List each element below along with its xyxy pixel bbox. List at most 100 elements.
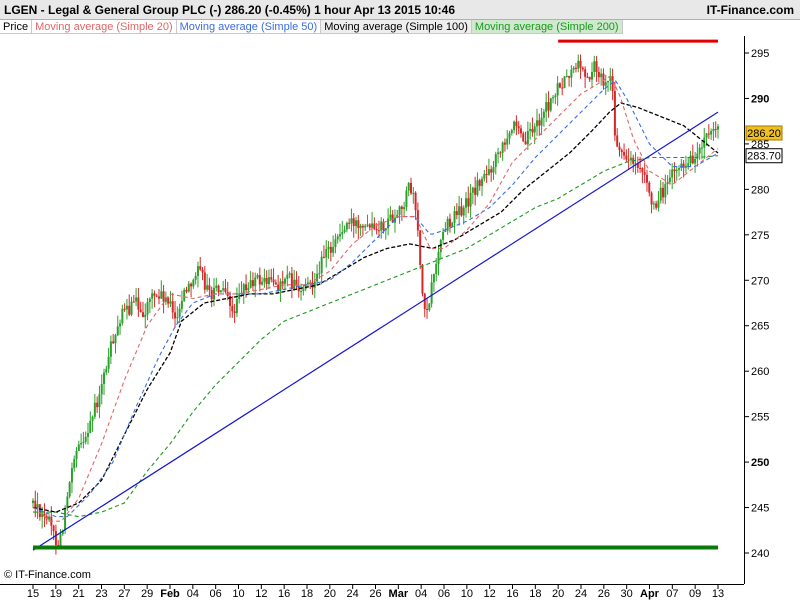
candle-body xyxy=(609,76,612,81)
candle-body xyxy=(355,220,358,227)
candle-body xyxy=(295,279,298,286)
candle-body xyxy=(412,192,415,194)
candle-body xyxy=(247,287,250,291)
trendline[interactable] xyxy=(32,111,719,551)
candle-body xyxy=(313,281,316,288)
candle-body xyxy=(625,155,628,160)
candle-body xyxy=(201,269,204,273)
candle-body xyxy=(274,282,277,285)
candle-body xyxy=(284,278,287,284)
candle-body xyxy=(359,225,362,228)
x-tick-label: 10 xyxy=(232,588,244,600)
candle-body xyxy=(217,285,220,293)
candle-body xyxy=(377,230,380,232)
candle-body xyxy=(187,283,190,292)
candle-body xyxy=(109,341,112,357)
legend-ma100[interactable]: Moving average (Simple 100) xyxy=(321,20,472,34)
legend-price[interactable]: Price xyxy=(0,20,33,34)
candle-body xyxy=(476,180,479,195)
candle-body xyxy=(526,130,529,145)
candle-body xyxy=(639,167,642,169)
x-tick-label: 07 xyxy=(666,588,678,600)
candle-body xyxy=(121,308,124,324)
legend-ma20[interactable]: Moving average (Simple 20) xyxy=(32,20,177,34)
candle-body xyxy=(300,291,303,293)
candle-body xyxy=(32,500,34,503)
candle-body xyxy=(558,83,561,88)
candle-body xyxy=(549,98,552,111)
x-tick-label: 13 xyxy=(712,588,724,600)
candle-body xyxy=(707,133,710,135)
candle-body xyxy=(357,220,360,228)
ma-value-label: 283.70 xyxy=(747,151,781,163)
candle-body xyxy=(421,264,424,294)
candle-body xyxy=(270,277,273,280)
legend-ma50[interactable]: Moving average (Simple 50) xyxy=(176,20,322,34)
candle-body xyxy=(235,299,238,314)
candle-body xyxy=(403,207,406,210)
candle-body xyxy=(59,534,62,548)
candle-body xyxy=(82,441,85,443)
candle-body xyxy=(107,356,110,369)
candle-body xyxy=(68,482,71,497)
x-tick-label: 15 xyxy=(27,588,39,600)
candle-body xyxy=(458,206,461,216)
candle-body xyxy=(462,207,465,216)
candle-body xyxy=(570,69,573,78)
candle-body xyxy=(125,305,128,310)
candle-body xyxy=(657,200,660,208)
candle-body xyxy=(105,368,108,373)
candle-body xyxy=(52,525,55,531)
y-tick-label: 250 xyxy=(751,457,769,469)
candle-body xyxy=(320,256,323,274)
candle-body xyxy=(219,290,222,293)
x-tick-label: Feb xyxy=(160,588,180,600)
candle-body xyxy=(382,221,385,231)
candle-body xyxy=(705,133,708,138)
candle-body xyxy=(336,236,339,240)
candle-body xyxy=(311,283,314,288)
candle-body xyxy=(389,214,392,219)
candle-body xyxy=(531,128,534,133)
candle-body xyxy=(281,281,284,284)
candle-body xyxy=(478,180,481,186)
candle-body xyxy=(691,155,694,164)
candle-body xyxy=(655,203,658,208)
candle-body xyxy=(64,508,67,531)
candle-body xyxy=(132,301,135,303)
candle-body xyxy=(100,384,103,395)
candle-body xyxy=(206,285,209,290)
candle-body xyxy=(190,283,193,287)
candle-body xyxy=(199,266,202,270)
legend-ma200[interactable]: Moving average (Simple 200) xyxy=(471,20,623,34)
candle-body xyxy=(577,60,580,69)
ma100-line xyxy=(32,102,719,513)
candle-body xyxy=(61,530,64,535)
candle-body xyxy=(352,218,355,227)
x-tick-label: 24 xyxy=(347,588,359,600)
candle-body xyxy=(405,190,408,208)
candle-body xyxy=(448,218,451,227)
candle-body xyxy=(215,285,218,288)
plot-area xyxy=(0,36,744,584)
candle-body xyxy=(515,121,518,127)
candle-body xyxy=(329,246,332,253)
candle-body xyxy=(54,530,57,546)
x-tick-label: 06 xyxy=(438,588,450,600)
candle-body xyxy=(272,279,275,283)
candle-body xyxy=(135,297,138,302)
candle-body xyxy=(231,305,234,312)
candle-body xyxy=(481,178,484,186)
candle-body xyxy=(414,192,417,211)
candle-body xyxy=(98,394,101,408)
candle-body xyxy=(474,187,477,195)
candle-body xyxy=(590,72,593,80)
candle-body xyxy=(130,301,133,315)
candle-body xyxy=(662,187,665,198)
candle-body xyxy=(146,301,149,315)
candle-body xyxy=(680,163,683,168)
candle-body xyxy=(316,273,319,282)
candle-body xyxy=(267,277,270,285)
candle-body xyxy=(251,280,254,287)
